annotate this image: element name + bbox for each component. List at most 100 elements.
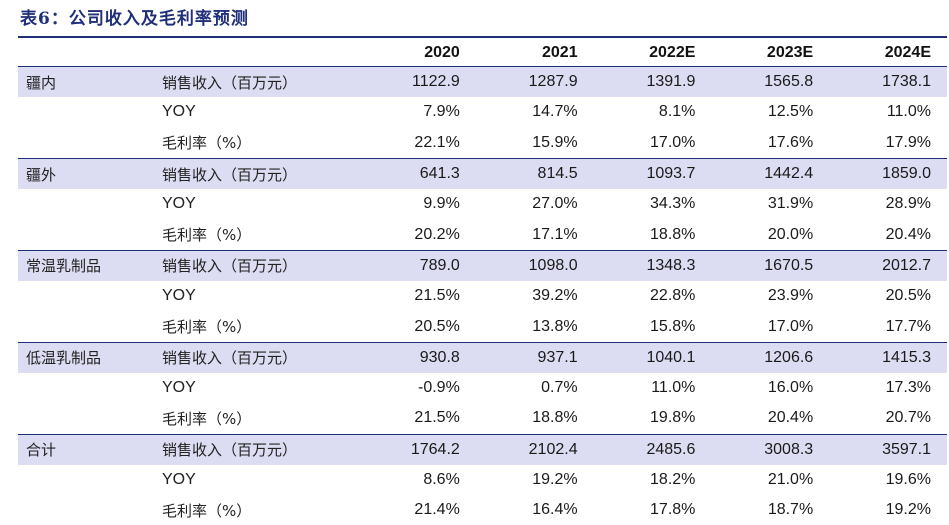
value-cell: 2102.4 — [476, 434, 594, 465]
metric-label: 毛利率（%） — [158, 128, 358, 159]
value-cell: 22.8% — [594, 281, 712, 311]
metric-label: YOY — [158, 465, 358, 495]
group-label: 疆内 — [18, 67, 158, 98]
value-cell: 18.2% — [594, 465, 712, 495]
value-cell: 14.7% — [476, 97, 594, 127]
year-header: 2020 — [358, 40, 476, 67]
value-cell: 1093.7 — [594, 158, 712, 189]
value-cell: 8.6% — [358, 465, 476, 495]
value-cell: 20.0% — [711, 219, 829, 250]
value-cell: 1391.9 — [594, 67, 712, 98]
value-cell: 20.4% — [829, 219, 947, 250]
value-cell: 20.2% — [358, 219, 476, 250]
value-cell: 31.9% — [711, 189, 829, 219]
value-cell: 789.0 — [358, 250, 476, 281]
value-cell: 1565.8 — [711, 67, 829, 98]
group-label: 合计 — [18, 434, 158, 465]
value-cell: 17.3% — [829, 373, 947, 403]
metric-label: 毛利率（%） — [158, 219, 358, 250]
value-cell: 1122.9 — [358, 67, 476, 98]
group-label-empty — [18, 219, 158, 250]
value-cell: 21.5% — [358, 403, 476, 434]
value-cell: 15.9% — [476, 128, 594, 159]
value-cell: 7.9% — [358, 97, 476, 127]
value-cell: 814.5 — [476, 158, 594, 189]
value-cell: 1859.0 — [829, 158, 947, 189]
group-label: 常温乳制品 — [18, 250, 158, 281]
value-cell: 21.0% — [711, 465, 829, 495]
value-cell: 17.0% — [594, 128, 712, 159]
group-label-empty — [18, 128, 158, 159]
value-cell: 0.7% — [476, 373, 594, 403]
metric-label: 销售收入（百万元） — [158, 158, 358, 189]
value-cell: 1415.3 — [829, 342, 947, 373]
group-label: 低温乳制品 — [18, 342, 158, 373]
value-cell: 34.3% — [594, 189, 712, 219]
table-row: 毛利率（%）21.5%18.8%19.8%20.4%20.7% — [18, 403, 947, 434]
value-cell: 21.5% — [358, 281, 476, 311]
table-row: YOY-0.9%0.7%11.0%16.0%17.3% — [18, 373, 947, 403]
value-cell: 1098.0 — [476, 250, 594, 281]
value-cell: 39.2% — [476, 281, 594, 311]
value-cell: 1040.1 — [594, 342, 712, 373]
value-cell: 20.7% — [829, 403, 947, 434]
value-cell: 17.6% — [711, 128, 829, 159]
value-cell: 2012.7 — [829, 250, 947, 281]
table-row: 毛利率（%）22.1%15.9%17.0%17.6%17.9% — [18, 128, 947, 159]
value-cell: 1764.2 — [358, 434, 476, 465]
table-row: 毛利率（%）20.5%13.8%15.8%17.0%17.7% — [18, 311, 947, 342]
value-cell: 13.8% — [476, 311, 594, 342]
value-cell: 22.1% — [358, 128, 476, 159]
forecast-table: 2020 2021 2022E 2023E 2024E 疆内销售收入（百万元）1… — [18, 40, 947, 525]
value-cell: 20.5% — [358, 311, 476, 342]
metric-label: 销售收入（百万元） — [158, 434, 358, 465]
metric-label: 毛利率（%） — [158, 403, 358, 434]
year-header: 2022E — [594, 40, 712, 67]
value-cell: 1738.1 — [829, 67, 947, 98]
value-cell: 20.5% — [829, 281, 947, 311]
value-cell: 1348.3 — [594, 250, 712, 281]
value-cell: 17.7% — [829, 311, 947, 342]
group-label-empty — [18, 495, 158, 525]
value-cell: 9.9% — [358, 189, 476, 219]
value-cell: 12.5% — [711, 97, 829, 127]
year-header: 2024E — [829, 40, 947, 67]
group-label-empty — [18, 281, 158, 311]
title-rule — [18, 36, 947, 38]
value-cell: 17.1% — [476, 219, 594, 250]
metric-label: 销售收入（百万元） — [158, 250, 358, 281]
value-cell: 1442.4 — [711, 158, 829, 189]
value-cell: 11.0% — [594, 373, 712, 403]
group-label-empty — [18, 373, 158, 403]
value-cell: 19.6% — [829, 465, 947, 495]
metric-label: YOY — [158, 373, 358, 403]
value-cell: 19.2% — [476, 465, 594, 495]
table-row: 毛利率（%）21.4%16.4%17.8%18.7%19.2% — [18, 495, 947, 525]
value-cell: 27.0% — [476, 189, 594, 219]
value-cell: 18.8% — [594, 219, 712, 250]
group-label-empty — [18, 403, 158, 434]
value-cell: 18.8% — [476, 403, 594, 434]
value-cell: 1670.5 — [711, 250, 829, 281]
value-cell: 8.1% — [594, 97, 712, 127]
value-cell: 19.2% — [829, 495, 947, 525]
header-blank — [158, 40, 358, 67]
value-cell: 3597.1 — [829, 434, 947, 465]
metric-label: YOY — [158, 189, 358, 219]
group-label-empty — [18, 97, 158, 127]
value-cell: 2485.6 — [594, 434, 712, 465]
value-cell: 641.3 — [358, 158, 476, 189]
metric-label: 销售收入（百万元） — [158, 67, 358, 98]
value-cell: 1287.9 — [476, 67, 594, 98]
table-title: 表6：公司收入及毛利率预测 — [20, 6, 249, 32]
metric-label: YOY — [158, 97, 358, 127]
table-row: 毛利率（%）20.2%17.1%18.8%20.0%20.4% — [18, 219, 947, 250]
metric-label: YOY — [158, 281, 358, 311]
